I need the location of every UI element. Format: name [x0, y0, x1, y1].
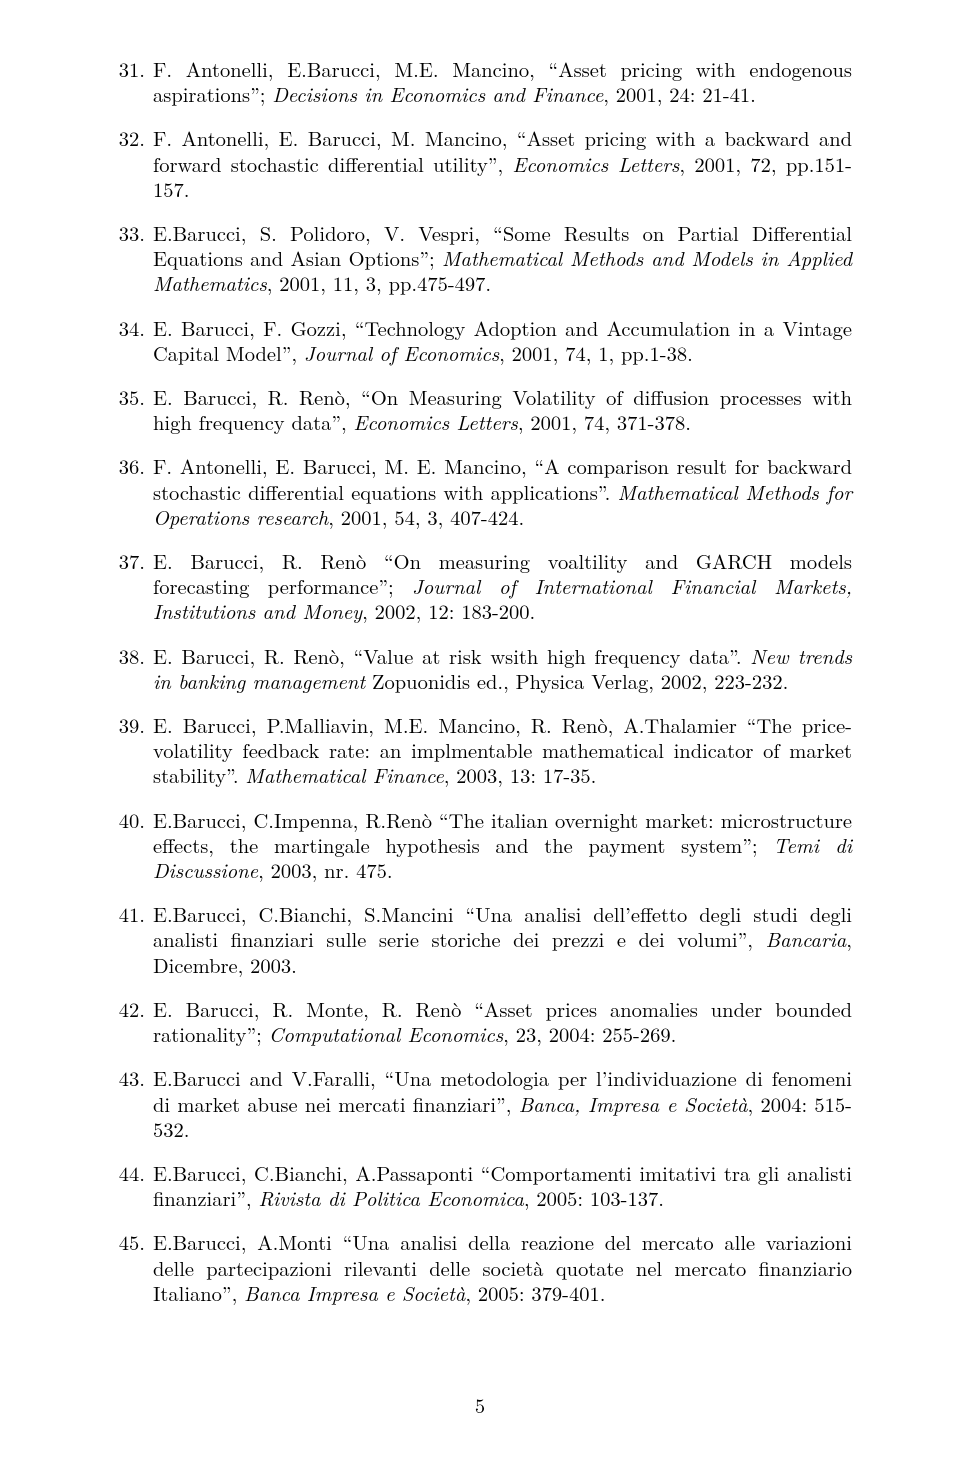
reference-body: E. Barucci, R. Renò, “On Measuring Volat…	[153, 384, 852, 434]
reference-body: E.Barucci, C.Bianchi, A.Passaponti “Comp…	[153, 1160, 852, 1210]
reference-text-segment: , 2005: 379-401.	[465, 1278, 605, 1307]
reference-body: E. Barucci, R. Monte, R. Renò “Asset pri…	[153, 996, 852, 1046]
reference-italic-segment: Computational Economics	[269, 1019, 503, 1048]
reference-text-segment: , 2001, 24: 21-41.	[603, 79, 756, 108]
reference-body: E.Barucci, C.Bianchi, S.Mancini “Una ana…	[153, 901, 852, 977]
reference-body: E.Barucci, C.Impenna, R.Renò “The italia…	[153, 807, 852, 883]
reference-body: E. Barucci, F. Gozzi, “Technology Adopti…	[153, 315, 852, 365]
reference-italic-segment: Economics Letters	[513, 149, 680, 178]
reference-item: 33.E.Barucci, S. Polidoro, V. Vespri, “S…	[108, 220, 852, 296]
reference-text-segment: , 2001, 74, 371-378.	[518, 407, 691, 436]
reference-item: 44.E.Barucci, C.Bianchi, A.Passaponti “C…	[108, 1160, 852, 1210]
reference-text-segment: Zopuonidis ed., Physica Verlag, 2002, 22…	[365, 666, 788, 695]
reference-item: 45.E.Barucci, A.Monti “Una analisi della…	[108, 1229, 852, 1305]
reference-italic-segment: Economics Letters	[354, 407, 518, 436]
reference-number: 36.	[108, 453, 153, 529]
reference-body: E.Barucci and V.Faralli, “Una metodologi…	[153, 1065, 852, 1141]
reference-item: 38.E. Barucci, R. Renò, “Value at risk w…	[108, 643, 852, 693]
reference-item: 35.E. Barucci, R. Renò, “On Measuring Vo…	[108, 384, 852, 434]
reference-body: E.Barucci, A.Monti “Una analisi della re…	[153, 1229, 852, 1305]
reference-number: 40.	[108, 807, 153, 883]
reference-number: 34.	[108, 315, 153, 365]
reference-number: 45.	[108, 1229, 153, 1305]
reference-text-segment: E.Barucci, C.Bianchi, S.Mancini “Una ana…	[153, 899, 852, 953]
reference-italic-segment: Decisions in Economics and Finance	[272, 79, 603, 108]
page-number: 5	[0, 1390, 960, 1419]
reference-text-segment: , 2001, 74, 1, pp.1-38.	[499, 338, 693, 367]
reference-italic-segment: Banca Impresa e Società	[244, 1278, 465, 1307]
reference-list: 31.F. Antonelli, E.Barucci, M.E. Mancino…	[108, 56, 852, 1305]
reference-number: 33.	[108, 220, 153, 296]
reference-item: 40.E.Barucci, C.Impenna, R.Renò “The ita…	[108, 807, 852, 883]
reference-number: 31.	[108, 56, 153, 106]
reference-item: 37.E. Barucci, R. Renò “On measuring voa…	[108, 548, 852, 624]
reference-text-segment: , 2003, nr. 475.	[258, 855, 392, 884]
reference-italic-segment: Journal of Economics	[304, 338, 499, 367]
reference-text-segment: , 2001, 11, 3, pp.475-497.	[267, 268, 491, 297]
reference-item: 41.E.Barucci, C.Bianchi, S.Mancini “Una …	[108, 901, 852, 977]
reference-text-segment: , 2001, 54, 3, 407-424.	[328, 502, 524, 531]
reference-text-segment: , 2003, 13: 17-35.	[444, 760, 597, 789]
reference-italic-segment: Mathematical Finance	[245, 760, 443, 789]
reference-item: 43.E.Barucci and V.Faralli, “Una metodol…	[108, 1065, 852, 1141]
reference-number: 44.	[108, 1160, 153, 1210]
reference-item: 36.F. Antonelli, E. Barucci, M. E. Manci…	[108, 453, 852, 529]
reference-italic-segment: Banca, Impresa e Società	[519, 1089, 748, 1118]
reference-number: 35.	[108, 384, 153, 434]
reference-item: 31.F. Antonelli, E.Barucci, M.E. Mancino…	[108, 56, 852, 106]
reference-number: 38.	[108, 643, 153, 693]
reference-text-segment: E.Barucci, C.Impenna, R.Renò “The italia…	[153, 805, 852, 859]
reference-number: 32.	[108, 125, 153, 201]
reference-italic-segment: Bancaria	[766, 924, 847, 953]
reference-number: 41.	[108, 901, 153, 977]
reference-body: F. Antonelli, E. Barucci, M. Mancino, “A…	[153, 125, 852, 201]
reference-body: E.Barucci, S. Polidoro, V. Vespri, “Some…	[153, 220, 852, 296]
reference-body: F. Antonelli, E. Barucci, M. E. Mancino,…	[153, 453, 852, 529]
reference-number: 39.	[108, 712, 153, 788]
reference-item: 39.E. Barucci, P.Malliavin, M.E. Mancino…	[108, 712, 852, 788]
reference-body: F. Antonelli, E.Barucci, M.E. Mancino, “…	[153, 56, 852, 106]
reference-body: E. Barucci, R. Renò, “Value at risk wsit…	[153, 643, 852, 693]
reference-text-segment: , 2005: 103-137.	[524, 1183, 664, 1212]
reference-item: 34.E. Barucci, F. Gozzi, “Technology Ado…	[108, 315, 852, 365]
reference-item: 42.E. Barucci, R. Monte, R. Renò “Asset …	[108, 996, 852, 1046]
reference-number: 43.	[108, 1065, 153, 1141]
reference-body: E. Barucci, P.Malliavin, M.E. Mancino, R…	[153, 712, 852, 788]
reference-text-segment: , 2002, 12: 183-200.	[362, 596, 535, 625]
reference-italic-segment: Rivista di Politica Economica	[258, 1183, 523, 1212]
reference-item: 32.F. Antonelli, E. Barucci, M. Mancino,…	[108, 125, 852, 201]
reference-text-segment: , 23, 2004: 255-269.	[503, 1019, 676, 1048]
reference-body: E. Barucci, R. Renò “On measuring voalti…	[153, 548, 852, 624]
reference-number: 37.	[108, 548, 153, 624]
reference-number: 42.	[108, 996, 153, 1046]
page: 31.F. Antonelli, E.Barucci, M.E. Mancino…	[0, 0, 960, 1463]
